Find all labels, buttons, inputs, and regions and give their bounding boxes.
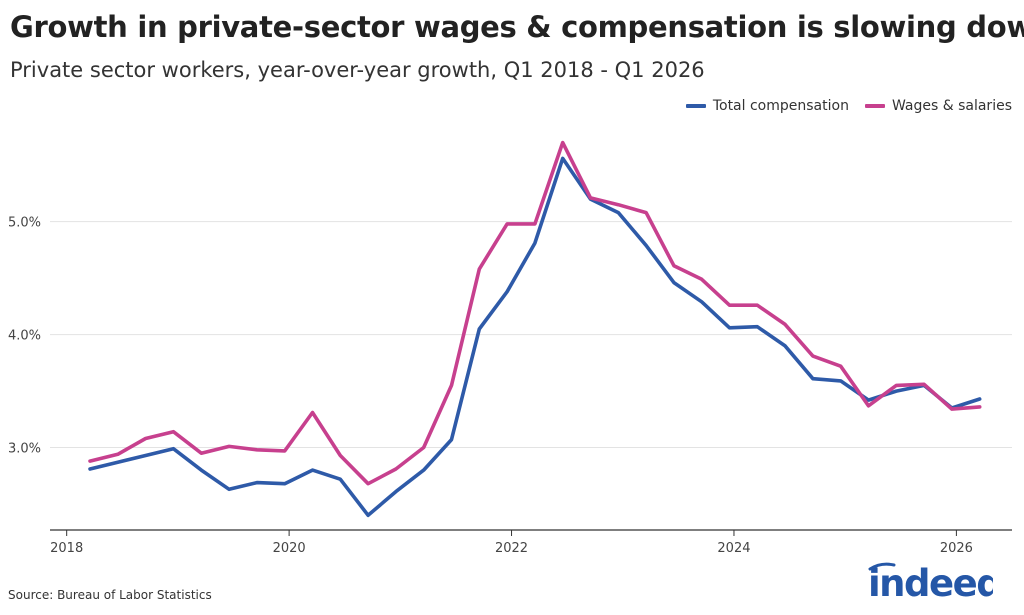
legend-item-total-compensation: Total compensation [685,98,849,114]
logo-arc [868,562,896,571]
x-tick-label: 2022 [495,541,528,556]
x-tick-label: 2026 [940,541,973,556]
legend-item-wages-salaries: Wages & salaries [864,98,1012,114]
y-tick-label: 5.0% [8,216,41,231]
y-tick-label: 4.0% [8,329,41,344]
x-tick-label: 2024 [717,541,750,556]
chart-legend: Total compensation Wages & salaries [685,98,1012,114]
legend-swatch-wages-salaries [864,104,885,108]
series-line-wages-salaries [88,140,982,486]
source-note: Source: Bureau of Labor Statistics [8,588,212,602]
series-line-total-compensation [88,156,982,518]
x-tick-label: 2018 [50,541,83,556]
legend-swatch-total-compensation [685,104,706,108]
y-tick-label: 3.0% [8,442,41,457]
x-tick-label: 2020 [273,541,306,556]
chart-title: Growth in private-sector wages & compens… [10,10,1024,44]
legend-label-wages-salaries: Wages & salaries [891,98,1012,114]
indeed-logo: indeed [868,562,993,605]
chart-subtitle: Private sector workers, year-over-year g… [10,58,705,82]
legend-label-total-compensation: Total compensation [712,98,849,114]
indeed-logo-text: indeed [868,562,993,605]
